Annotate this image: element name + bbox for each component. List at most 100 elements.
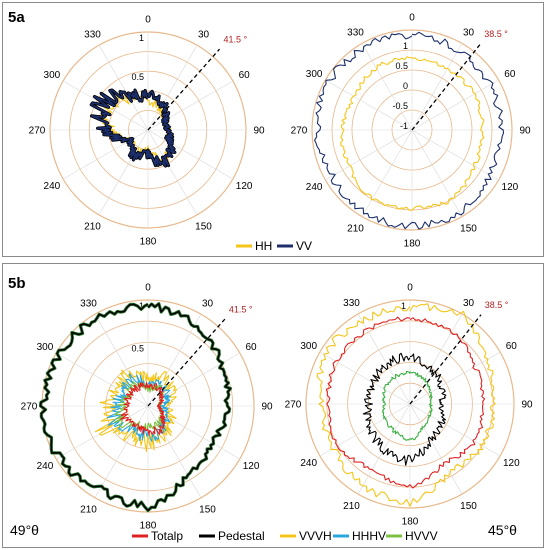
angle-tick-label: 210 — [80, 505, 97, 516]
angle-tick-label: 150 — [460, 223, 477, 234]
left-caption: 49°θ — [10, 522, 39, 538]
spoke — [56, 352, 149, 407]
angle-tick-label: 240 — [37, 461, 54, 472]
angle-tick-label: 240 — [306, 182, 323, 193]
radial-tick-label: 0.5 — [131, 343, 144, 353]
angle-tick-label: 210 — [347, 223, 364, 234]
angle-tick-label: 150 — [199, 505, 216, 516]
spoke — [319, 351, 411, 405]
angle-tick-label: 180 — [140, 237, 157, 248]
spoke — [411, 79, 499, 131]
radial-tick-label: 1 — [139, 301, 144, 311]
angle-tick-label: 270 — [285, 400, 302, 411]
series-line-vv — [314, 31, 505, 230]
polar-chart-4: 0 30 60 90 120 150 180 210 240 270 300 330 1 38.5 ° — [285, 283, 533, 528]
radial-tick-label: -1 — [400, 121, 408, 131]
spoke — [147, 314, 202, 407]
angle-tick-label: 270 — [291, 126, 308, 137]
radial-tick-label: 0 — [403, 81, 408, 91]
marker-angle-line — [147, 318, 226, 407]
angle-tick-label: 330 — [347, 28, 364, 39]
spoke — [409, 403, 463, 495]
angle-tick-label: 120 — [502, 182, 519, 193]
spoke — [409, 351, 501, 405]
series-line-vv — [90, 89, 176, 167]
legend-label-totalp: Totalp — [151, 529, 183, 543]
marker-angle-line — [411, 43, 481, 131]
angle-tick-label: 180 — [404, 239, 421, 250]
angle-tick-label: 210 — [84, 222, 101, 233]
angle-tick-label: 60 — [245, 342, 257, 353]
spoke — [409, 403, 501, 457]
angle-tick-label: 330 — [84, 29, 101, 40]
angle-tick-label: 300 — [44, 70, 61, 81]
polar-chart-1: 0 30 60 90 120 150 180 210 240 270 300 330 1 0.5 41.5 … — [29, 15, 265, 248]
radial-tick-label: 1 — [401, 301, 406, 311]
marker-angle-line — [147, 48, 221, 131]
series-line-totalp — [325, 316, 486, 489]
angle-tick-label: 0 — [407, 283, 413, 294]
legend-label-vv: VV — [296, 239, 312, 253]
angle-tick-label: 60 — [239, 70, 251, 81]
spoke — [411, 129, 463, 217]
spoke — [98, 129, 149, 216]
spoke — [94, 314, 149, 407]
angle-tick-label: 0 — [409, 13, 415, 24]
angle-tick-label: 120 — [236, 181, 253, 192]
legend-label-vvvh: VVVH — [299, 529, 332, 543]
angle-tick-label: 30 — [463, 28, 475, 39]
angle-tick-label: 120 — [243, 461, 260, 472]
series-line-pedestal — [362, 352, 447, 466]
series-line-hvvv — [381, 370, 433, 441]
marker-angle-label: 38.5 ° — [485, 300, 509, 310]
angle-tick-label: 60 — [506, 341, 518, 352]
legend-label-pedestal: Pedestal — [218, 529, 265, 543]
right-caption: 45°θ — [488, 522, 517, 538]
spoke — [147, 129, 234, 180]
spoke — [147, 44, 198, 131]
angle-tick-label: 300 — [306, 69, 323, 80]
angle-tick-label: 60 — [504, 69, 516, 80]
legend-5b: Totalp Pedestal VVVH HHHV HVVV — [132, 529, 438, 543]
angle-tick-label: 330 — [343, 298, 360, 309]
polar-chart-3: 0 30 60 90 120 150 180 210 240 270 300 330 1 0.5 41.5 … — [21, 283, 273, 532]
series-line-vvvh — [94, 369, 178, 453]
angle-tick-label: 90 — [521, 400, 533, 411]
spoke — [147, 129, 198, 216]
angle-tick-label: 270 — [21, 402, 38, 413]
spoke — [147, 405, 202, 498]
marker-angle-label: 38.5 ° — [484, 29, 508, 39]
spoke — [409, 313, 463, 405]
series-line-pedestal — [39, 302, 232, 512]
series-line-hh — [340, 56, 485, 211]
angle-tick-label: 210 — [343, 501, 360, 512]
legend-label-hvvv: HVVV — [405, 529, 438, 543]
legend-label-hhhv: HHHV — [352, 529, 386, 543]
angle-tick-label: 180 — [140, 521, 157, 532]
radial-tick-label: 1 — [139, 33, 144, 43]
spoke — [98, 44, 149, 131]
marker-angle-line — [409, 314, 482, 405]
legend-label-hh: HH — [255, 239, 272, 253]
spoke — [147, 405, 240, 460]
angle-tick-label: 270 — [29, 126, 46, 137]
angle-tick-label: 240 — [300, 458, 317, 469]
spoke — [325, 79, 413, 131]
spoke — [357, 403, 411, 495]
angle-tick-label: 300 — [300, 341, 317, 352]
marker-angle-label: 41.5 ° — [224, 35, 248, 45]
angle-tick-label: 0 — [145, 15, 151, 26]
angle-tick-label: 90 — [253, 126, 265, 137]
legend-5a: HH VV — [236, 239, 312, 253]
angle-tick-label: 30 — [463, 298, 475, 309]
spoke — [319, 403, 411, 457]
angle-tick-label: 240 — [44, 181, 61, 192]
angle-tick-label: 300 — [37, 342, 54, 353]
radial-tick-label: -0.5 — [392, 101, 408, 111]
marker-angle-label: 41.5 ° — [229, 305, 253, 315]
spoke — [361, 129, 413, 217]
series-line-vvvh — [316, 303, 496, 507]
angle-tick-label: 90 — [261, 402, 273, 413]
